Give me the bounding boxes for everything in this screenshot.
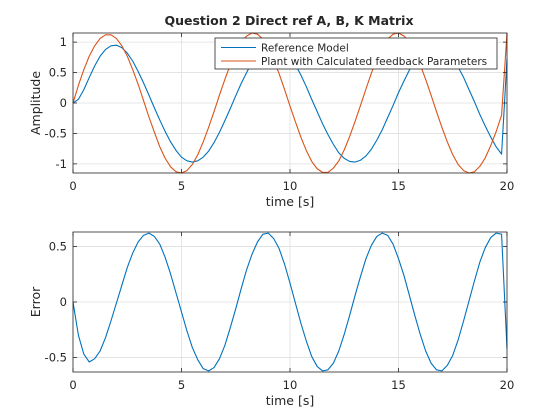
error-y-tick-label: -0.5: [45, 351, 67, 365]
error-x-tick-label: 10: [283, 378, 298, 392]
amplitude-y-tick-label: -0.5: [45, 126, 67, 140]
error-x-tick-label: 15: [391, 378, 406, 392]
error-x-tick-label: 20: [500, 378, 515, 392]
error-y-tick-label: 0.5: [49, 239, 67, 253]
amplitude-y-tick-label: 1: [60, 35, 67, 49]
error-subplot: 0 5 10 15 20-0.500.5 time [s] Error: [28, 231, 515, 408]
amplitude-x-tick-label: 15: [391, 179, 406, 193]
error-ticks: 0 5 10 15 20-0.500.5: [45, 232, 515, 392]
error-x-axis-label: time [s]: [266, 393, 314, 408]
series-line-plant-with-calculated-feedback-parameters: [72, 32, 508, 174]
chart-title: Question 2 Direct ref A, B, K Matrix: [164, 13, 413, 28]
error-series: [72, 232, 508, 372]
amplitude-y-tick-label: -1: [56, 157, 67, 171]
amplitude-x-tick-label: 5: [178, 179, 185, 193]
amplitude-ticks: 0 5 10 15 20 -1 -0.5 0 0.5 1: [45, 33, 515, 193]
amplitude-x-tick-label: 10: [283, 179, 298, 193]
amplitude-y-axis-label: Amplitude: [28, 71, 43, 135]
amplitude-y-tick-label: 0.5: [49, 66, 67, 80]
legend: Reference Model Plant with Calculated fe…: [214, 37, 498, 70]
amplitude-x-axis-label: time [s]: [266, 194, 314, 209]
legend-label-reference-model: Reference Model: [261, 43, 349, 55]
error-x-tick-label: 5: [178, 378, 185, 392]
amplitude-x-tick-label: 20: [500, 179, 515, 193]
amplitude-subplot: Question 2 Direct ref A, B, K Matrix 0 5 1…: [28, 13, 514, 209]
amplitude-x-tick-label: 0: [69, 179, 76, 193]
error-x-tick-label: 0: [69, 378, 76, 392]
error-y-tick-label: 0: [60, 295, 67, 309]
legend-box: [214, 37, 498, 70]
amplitude-y-tick-label: 0: [60, 96, 67, 110]
legend-label-plant: Plant with Calculated feedback Parameter…: [261, 56, 487, 68]
series-line-error-line: [72, 232, 508, 372]
error-y-axis-label: Error: [28, 286, 43, 317]
